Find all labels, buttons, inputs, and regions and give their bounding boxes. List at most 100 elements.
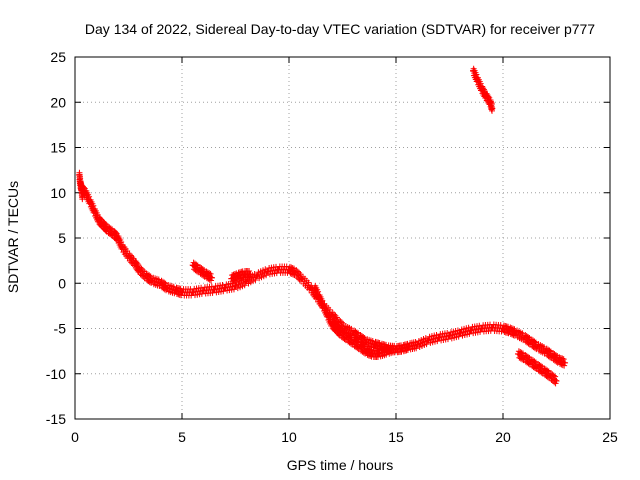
data-point-fill <box>507 324 514 331</box>
y-tick-label: 15 <box>50 140 66 156</box>
data-point-fill <box>392 345 399 352</box>
data-point-fill <box>391 342 398 349</box>
data-point-fill <box>336 316 343 323</box>
data-point-fill <box>286 263 293 270</box>
data-point-fill <box>206 270 213 277</box>
data-point-fill <box>134 260 141 267</box>
data-point-fill <box>246 268 253 275</box>
data-point-fill <box>361 334 368 341</box>
data-point-fill <box>561 359 568 366</box>
data-point-fill <box>338 319 345 326</box>
data-point-fill <box>531 358 538 365</box>
data-point-fill <box>118 238 125 245</box>
data-point-fill <box>220 288 227 295</box>
data-point-fill <box>199 266 206 273</box>
data-point-fill <box>90 202 97 209</box>
x-tick-label: 10 <box>281 429 297 445</box>
data-point-fill <box>455 333 462 340</box>
data-point-fill <box>552 373 559 380</box>
data-point-fill <box>297 271 304 278</box>
data-point-fill <box>559 355 566 362</box>
x-axis-label: GPS time / hours <box>287 457 394 473</box>
data-point-fill <box>319 297 326 304</box>
data-point-fill <box>552 352 559 359</box>
data-point-fill <box>288 264 295 271</box>
data-point-fill <box>508 325 515 332</box>
data-point-fill <box>360 333 367 340</box>
y-tick-label: 10 <box>50 185 66 201</box>
data-point-fill <box>137 264 144 271</box>
data-series <box>76 65 569 387</box>
data-point-fill <box>537 362 544 369</box>
data-point-fill <box>556 354 563 361</box>
data-point-fill <box>147 273 154 280</box>
data-point-fill <box>510 325 517 332</box>
y-tick-label: 5 <box>58 230 66 246</box>
data-point-fill <box>296 269 303 276</box>
data-point-fill <box>369 338 376 345</box>
data-point-fill <box>102 220 109 227</box>
data-point-fill <box>391 348 398 355</box>
data-point-fill <box>138 265 145 272</box>
data-point-fill <box>560 356 567 363</box>
data-point-fill <box>335 324 342 331</box>
axis-ticks: 0 5 10 15 20 25 -15 -10 -5 0 5 10 15 20 25 <box>46 49 618 445</box>
data-point-fill <box>363 345 370 352</box>
x-tick-label: 15 <box>388 429 404 445</box>
data-point-fill <box>193 261 200 268</box>
x-tick-label: 20 <box>495 429 511 445</box>
data-point-fill <box>289 265 296 272</box>
data-point-fill <box>107 225 114 232</box>
data-point-fill <box>511 326 518 333</box>
x-tick-label: 25 <box>602 429 618 445</box>
data-point-fill <box>413 345 420 352</box>
data-point-fill <box>161 279 168 286</box>
data-point-fill <box>209 289 216 296</box>
data-point-fill <box>366 346 373 353</box>
data-point-fill <box>293 267 300 274</box>
plot-frame <box>74 56 611 420</box>
data-point-fill <box>544 367 551 374</box>
grid-lines <box>75 57 610 419</box>
data-point-fill <box>230 286 237 293</box>
y-tick-label: 0 <box>58 275 66 291</box>
y-tick-label: 20 <box>50 94 66 110</box>
data-point-fill <box>383 351 390 358</box>
data-point-fill <box>485 93 492 100</box>
y-axis-label: SDTVAR / TECUs <box>5 181 21 293</box>
data-point-fill <box>170 283 177 290</box>
data-point-fill <box>305 279 312 286</box>
data-point-fill <box>341 329 348 336</box>
data-point-fill <box>241 282 248 289</box>
data-point-fill <box>252 276 259 283</box>
data-point-fill <box>208 274 215 281</box>
chart-title: Day 134 of 2022, Sidereal Day-to-day VTE… <box>85 21 595 37</box>
data-point-fill <box>423 341 430 348</box>
data-point-fill <box>365 345 372 352</box>
y-tick-label: -15 <box>46 411 66 427</box>
data-point-fill <box>112 229 119 236</box>
y-tick-label: -10 <box>46 366 66 382</box>
data-point-fill <box>146 272 153 279</box>
data-point-fill <box>263 272 270 279</box>
data-point-fill <box>337 318 344 325</box>
data-point-fill <box>315 288 322 295</box>
data-point-fill <box>518 349 525 356</box>
data-point-fill <box>525 333 532 340</box>
data-point-fill <box>294 268 301 275</box>
data-point-fill <box>207 270 214 277</box>
y-tick-label: -5 <box>54 321 67 337</box>
data-point-fill <box>466 330 473 337</box>
data-point-fill <box>323 306 330 313</box>
data-point-fill <box>489 105 496 112</box>
x-tick-label: 0 <box>71 429 79 445</box>
data-point-fill <box>550 372 557 379</box>
data-point-fill <box>155 276 162 283</box>
data-point-fill <box>139 267 146 274</box>
data-point-fill <box>162 280 169 287</box>
data-point-fill <box>553 377 560 384</box>
data-point-fill <box>247 271 254 278</box>
data-point-fill <box>434 338 441 345</box>
data-point-fill <box>353 329 360 336</box>
